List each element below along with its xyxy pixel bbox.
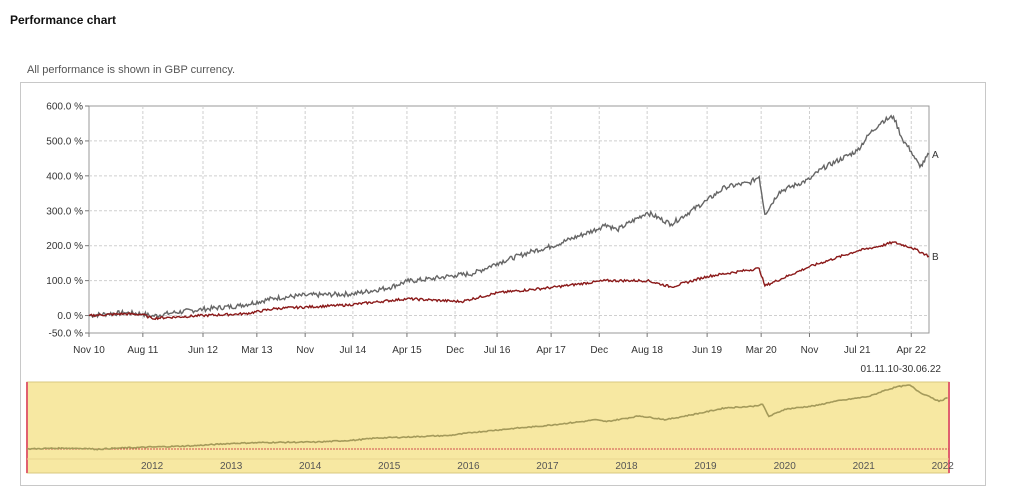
x-tick-label: Jul 21 bbox=[844, 345, 871, 356]
x-axis-labels: Nov 10 Aug 11 Jun 12 Mar 13 Nov Jul 14 Apr 15 D… bbox=[73, 345, 926, 356]
x-tick-label: Aug 18 bbox=[631, 345, 663, 356]
y-tick-label: 200.0 % bbox=[46, 241, 83, 252]
series-line-b bbox=[88, 240, 930, 321]
y-tick-label: 300.0 % bbox=[46, 206, 83, 217]
navigator-year-label: 2020 bbox=[774, 461, 797, 472]
x-tick-label: Nov 10 bbox=[73, 345, 105, 356]
y-axis-labels: 600.0 % 500.0 % 400.0 % 300.0 % 200.0 % 100.0… bbox=[46, 102, 83, 340]
x-tick-label: Jun 19 bbox=[692, 345, 722, 356]
x-tick-label: Mar 20 bbox=[746, 345, 778, 356]
x-tick-label: Apr 15 bbox=[392, 345, 422, 356]
x-tick-label: Mar 13 bbox=[241, 345, 273, 356]
y-tick-label: 100.0 % bbox=[46, 276, 83, 287]
y-tick-label: 400.0 % bbox=[46, 171, 83, 182]
x-tick-label: Jun 12 bbox=[188, 345, 218, 356]
page-title: Performance chart bbox=[10, 13, 117, 27]
performance-chart: 600.0 % 500.0 % 400.0 % 300.0 % 200.0 % 100.0… bbox=[26, 102, 955, 474]
navigator-year-label: 2016 bbox=[457, 461, 480, 472]
navigator-year-label: 2017 bbox=[536, 461, 559, 472]
navigator-series-line bbox=[26, 384, 948, 451]
navigator-year-label: 2015 bbox=[378, 461, 401, 472]
series-label-a: A bbox=[932, 150, 939, 161]
x-tick-label: Apr 22 bbox=[897, 345, 927, 356]
x-tick-label: Apr 17 bbox=[536, 345, 566, 356]
series-label-b: B bbox=[932, 252, 939, 263]
x-tick-label: Jul 14 bbox=[340, 345, 367, 356]
x-tick-label: Aug 11 bbox=[127, 345, 158, 356]
y-tick-label: 0.0 % bbox=[57, 311, 83, 322]
y-tick-label: -50.0 % bbox=[49, 329, 84, 340]
x-tick-label: Nov bbox=[801, 345, 819, 356]
navigator-window[interactable] bbox=[26, 381, 950, 474]
x-tick-label: Jul 16 bbox=[484, 345, 511, 356]
y-tick-label: 600.0 % bbox=[46, 102, 83, 113]
series-line-a bbox=[89, 114, 930, 319]
date-range-label: 01.11.10-30.06.22 bbox=[861, 364, 942, 375]
navigator-year-label: 2021 bbox=[853, 461, 876, 472]
navigator-year-label: 2013 bbox=[220, 461, 243, 472]
x-tick-label: Dec bbox=[446, 345, 464, 356]
navigator-year-label: 2012 bbox=[141, 461, 164, 472]
navigator-year-label: 2022 bbox=[932, 461, 955, 472]
x-tick-label: Dec bbox=[590, 345, 608, 356]
chart-frame: 600.0 % 500.0 % 400.0 % 300.0 % 200.0 % 100.0… bbox=[20, 82, 986, 486]
x-tick-label: Nov bbox=[296, 345, 314, 356]
grid bbox=[85, 105, 930, 337]
y-tick-label: 500.0 % bbox=[46, 136, 83, 147]
navigator-year-label: 2019 bbox=[694, 461, 717, 472]
navigator-year-label: 2018 bbox=[615, 461, 638, 472]
currency-note: All performance is shown in GBP currency… bbox=[27, 64, 236, 76]
series-lines: AB bbox=[88, 114, 939, 321]
navigator-year-label: 2014 bbox=[299, 461, 322, 472]
plot-area bbox=[88, 105, 930, 334]
range-navigator[interactable]: 2012 2013 2014 2015 2016 2017 2018 2019 2020 2021… bbox=[26, 381, 955, 474]
